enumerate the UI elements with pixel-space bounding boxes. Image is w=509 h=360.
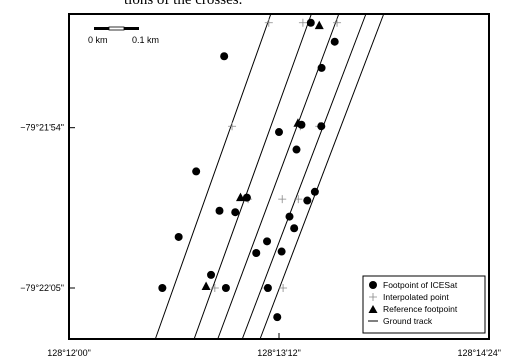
legend-label-reference: Reference footpoint	[383, 304, 458, 314]
legend: Footpoint of ICESat Interpolated point R…	[362, 275, 486, 334]
interpolated-point	[264, 18, 273, 27]
interpolated-point	[333, 18, 342, 27]
reference-footpoints	[201, 20, 324, 291]
legend-triangle-symbol	[368, 305, 378, 313]
reference-footpoint	[236, 192, 245, 202]
interpolated-point	[278, 195, 287, 204]
footpoint	[263, 283, 272, 292]
footpoint	[220, 52, 229, 61]
reference-footpoint	[201, 281, 211, 291]
x-axis-ticks: 128°12'00" 128°13'12" 128°14'24"	[47, 333, 501, 358]
legend-plus-symbol	[369, 293, 377, 301]
scale-bar-left-label: 0 km	[88, 35, 108, 45]
footpoint	[303, 196, 312, 205]
footpoint	[273, 313, 282, 322]
legend-circle-symbol	[369, 281, 377, 289]
x-tick-label: 128°13'12"	[257, 348, 301, 358]
footpoint	[174, 232, 183, 241]
footpoint	[252, 249, 261, 258]
reference-footpoint	[293, 118, 303, 127]
footpoint	[242, 193, 251, 202]
footpoint	[277, 247, 286, 256]
interpolated-point	[228, 122, 237, 131]
footpoint	[221, 283, 230, 292]
footpoint	[290, 224, 299, 233]
scale-bar-segment-3	[124, 27, 139, 30]
footpoint	[192, 167, 201, 176]
scale-bar-segment-1	[94, 27, 109, 30]
legend-label-track: Ground track	[383, 316, 433, 326]
footpoint	[317, 63, 326, 72]
footpoint	[215, 206, 224, 215]
legend-label-interpolated: Interpolated point	[383, 292, 449, 302]
reference-footpoint	[314, 20, 324, 30]
y-axis-ticks: −79°21'54" −79°22'05"	[20, 123, 75, 293]
legend-label-footpoint: Footpoint of ICESat	[383, 280, 458, 290]
scale-bar-right-label: 0.1 km	[132, 35, 159, 45]
ground-track-4	[241, 13, 367, 340]
x-tick-label: 128°12'00"	[47, 348, 91, 358]
footpoint	[285, 212, 294, 221]
legend-box	[362, 275, 486, 334]
footpoint	[317, 122, 326, 131]
y-tick-label: −79°21'54"	[20, 123, 64, 133]
footpoint	[207, 270, 216, 279]
interpolated-point	[294, 195, 303, 204]
footpoint	[263, 237, 272, 246]
y-tick-label: −79°22'05"	[20, 283, 64, 293]
caption-text: tions of the crosses.	[124, 0, 243, 8]
ground-track-1	[154, 13, 272, 340]
x-tick-label: 128°14'24"	[457, 348, 501, 358]
scale-bar: 0 km 0.1 km	[88, 26, 159, 45]
footpoint	[275, 128, 283, 137]
ground-track-2	[193, 13, 312, 340]
footpoints	[158, 18, 339, 322]
footpoint	[292, 145, 301, 154]
ground-track-5	[259, 13, 385, 340]
footpoint	[306, 18, 315, 27]
footpoint	[231, 208, 240, 217]
footpoint	[310, 187, 319, 196]
footpoint	[158, 283, 167, 292]
scale-bar-segment-2	[108, 26, 125, 31]
interpolated-point	[279, 283, 288, 292]
interpolated-point	[298, 18, 307, 27]
ground-tracks	[154, 13, 385, 340]
footpoint	[330, 37, 339, 46]
interpolated-point	[210, 283, 219, 292]
